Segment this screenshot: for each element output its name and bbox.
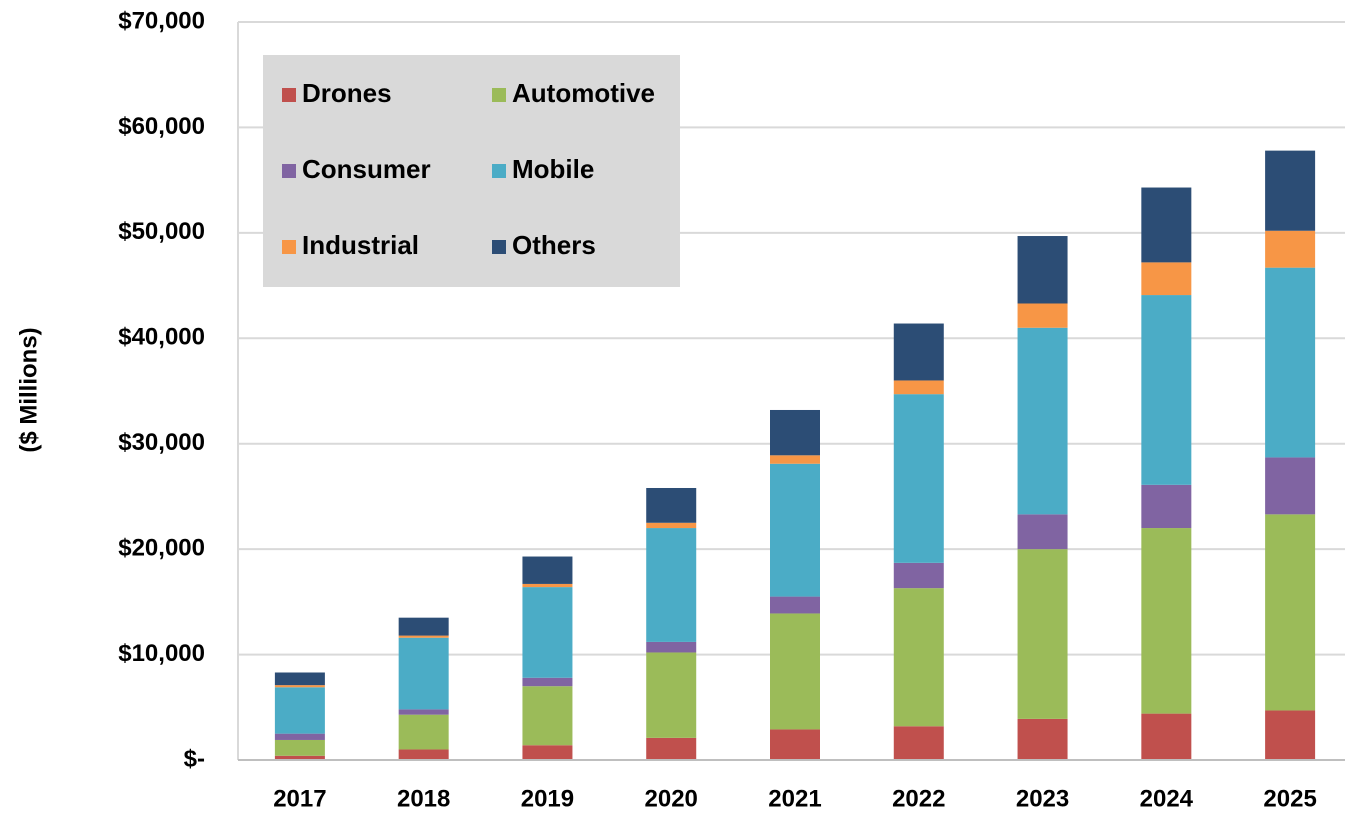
bar-segment xyxy=(893,394,944,563)
bar-segment xyxy=(646,737,697,760)
x-tick-label: 2025 xyxy=(1263,785,1316,812)
bar-segment xyxy=(1017,303,1068,328)
bar-segment xyxy=(646,487,697,523)
bar-segment xyxy=(398,637,449,710)
bar-segment xyxy=(1141,528,1192,714)
legend-swatch xyxy=(282,240,296,254)
x-tick-label: 2024 xyxy=(1140,785,1194,812)
bar-segment xyxy=(522,556,573,584)
y-tick-label: $- xyxy=(184,745,205,772)
y-tick-label: $20,000 xyxy=(118,534,205,561)
y-axis-label: ($ Millions) xyxy=(15,327,42,452)
x-tick-label: 2020 xyxy=(645,785,698,812)
bar-segment xyxy=(646,652,697,738)
legend-label: Automotive xyxy=(512,78,655,108)
bar-segment xyxy=(1141,484,1192,529)
bar-segment xyxy=(770,463,820,597)
bar-segment xyxy=(398,749,449,760)
legend-label: Drones xyxy=(302,78,392,108)
legend-swatch xyxy=(282,88,296,102)
bar-segment xyxy=(1141,262,1192,296)
bar-segment xyxy=(274,672,325,686)
y-tick-label: $30,000 xyxy=(118,429,205,456)
bar-segment xyxy=(893,588,944,727)
bar-segment xyxy=(893,323,944,381)
bar-segment xyxy=(1017,549,1068,719)
bar-segment xyxy=(893,726,944,760)
bar-segment xyxy=(1141,295,1192,485)
bar-segment xyxy=(522,745,573,760)
x-tick-label: 2017 xyxy=(273,785,326,812)
bar-segment xyxy=(893,380,944,395)
y-tick-label: $60,000 xyxy=(118,113,205,140)
x-tick-label: 2018 xyxy=(397,785,450,812)
bar-segment xyxy=(1017,327,1068,515)
legend-label: Industrial xyxy=(302,230,419,260)
bar-segment xyxy=(398,635,449,638)
bar-segment xyxy=(1141,713,1192,760)
x-tick-label: 2021 xyxy=(768,785,821,812)
bar-segment xyxy=(274,687,325,734)
bar-segment xyxy=(1017,718,1068,760)
legend-swatch xyxy=(282,164,296,178)
legend-label: Consumer xyxy=(302,154,431,184)
bar-segment xyxy=(522,587,573,678)
bar-segment xyxy=(274,755,325,760)
bar-segment xyxy=(1265,710,1316,760)
legend-box xyxy=(263,55,680,287)
y-tick-label: $40,000 xyxy=(118,324,205,351)
bar-segment xyxy=(1017,514,1068,550)
bar-segment xyxy=(770,455,820,464)
x-tick-label: 2022 xyxy=(892,785,945,812)
legend-swatch xyxy=(492,88,506,102)
bar-segment xyxy=(274,739,325,756)
legend-swatch xyxy=(492,164,506,178)
x-tick-label: 2023 xyxy=(1016,785,1069,812)
y-tick-label: $10,000 xyxy=(118,640,205,667)
bar-segment xyxy=(398,709,449,715)
bar-segment xyxy=(398,617,449,636)
bar-segment xyxy=(646,528,697,642)
bar-segment xyxy=(1141,187,1192,263)
bar-segment xyxy=(646,522,697,529)
legend-swatch xyxy=(492,240,506,254)
x-tick-label: 2019 xyxy=(521,785,574,812)
bar-segment xyxy=(770,596,820,614)
bar-segment xyxy=(1265,230,1316,268)
bar-segment xyxy=(893,562,944,589)
bar-segment xyxy=(770,409,820,456)
bar-segment xyxy=(1017,236,1068,304)
legend-label: Mobile xyxy=(512,154,594,184)
bar-segment xyxy=(274,733,325,740)
legend-label: Others xyxy=(512,230,596,260)
bar-segment xyxy=(274,685,325,688)
bar-segment xyxy=(522,686,573,746)
bar-segment xyxy=(1265,150,1316,231)
bar-segment xyxy=(1265,267,1316,458)
bar-segment xyxy=(522,583,573,588)
y-tick-label: $50,000 xyxy=(118,218,205,245)
y-tick-label: $70,000 xyxy=(118,7,205,34)
bar-segment xyxy=(522,677,573,687)
bar-segment xyxy=(1265,457,1316,515)
bar-segment xyxy=(770,613,820,730)
bar-segment xyxy=(1265,514,1316,711)
bar-segment xyxy=(646,641,697,653)
bar-segment xyxy=(770,729,820,760)
bar-segment xyxy=(398,714,449,750)
